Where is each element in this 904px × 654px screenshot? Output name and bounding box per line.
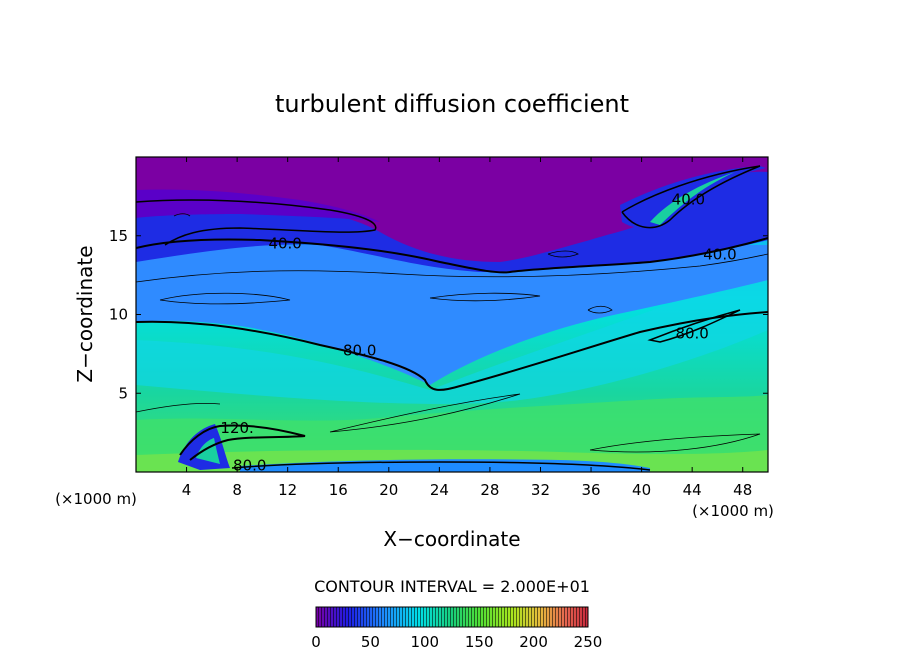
contour-labels: 40.0 40.0 40.0 80.0 80.0 120. 80.0 (220, 191, 736, 475)
contour-80-bottom (231, 461, 651, 471)
contour-80-main (136, 311, 768, 391)
contour-40-top-left (136, 199, 377, 246)
contour-label: 40.0 (672, 191, 705, 209)
colorbar-ticks: 0 50 100 150 200 250 (311, 633, 602, 651)
x-tick-label: 40 (632, 481, 651, 499)
x-axis-unit-right: (×1000 m) (692, 502, 774, 520)
x-axis-label: X−coordinate (383, 527, 520, 551)
y-tick-label: 15 (109, 227, 128, 245)
y-tick-label: 5 (118, 384, 128, 402)
contour-label: 80.0 (233, 457, 266, 475)
x-axis-unit-left: (×1000 m) (55, 490, 137, 508)
field-filament-upper-right-core (650, 172, 735, 225)
colorbar-tick-label: 250 (574, 633, 603, 651)
contour-thin-5 (589, 433, 761, 453)
x-tick-label: 8 (232, 481, 242, 499)
contour-40-upper-right (621, 165, 761, 229)
x-tick-label: 32 (531, 481, 550, 499)
colorbar-tick-label: 0 (311, 633, 321, 651)
colorbar-lines (316, 607, 588, 627)
x-tick-label: 44 (683, 481, 702, 499)
field-band-lightblue (136, 245, 768, 385)
contour-label: 80.0 (343, 342, 376, 360)
contour-label: 120. (220, 419, 253, 437)
colorbar-tick-label: 50 (361, 633, 380, 651)
contour-120-lower-left (179, 424, 306, 461)
contour-thin-3 (429, 292, 541, 302)
contour-label: 40.0 (703, 246, 736, 264)
contour-thin-4 (329, 393, 521, 433)
colorbar-tick-label: 150 (465, 633, 494, 651)
y-axis-label: Z−coordinate (73, 245, 97, 382)
field-band-purple-left (136, 189, 380, 222)
y-tick-label: 10 (109, 306, 128, 324)
contour-thin-8 (547, 250, 579, 258)
contour-label: 80.0 (675, 324, 708, 342)
colorbar-tick-label: 100 (410, 633, 439, 651)
contour-thin-6 (136, 402, 221, 413)
contour-80-right-loop (647, 309, 741, 343)
contour-thin-1 (136, 253, 768, 283)
field-filament-upper-right (620, 166, 766, 228)
x-tick-label: 48 (733, 481, 752, 499)
colorbar: 0 50 100 150 200 250 (311, 606, 602, 651)
contour-thin-7 (587, 305, 613, 314)
y-axis-ticks: 5 10 15 (109, 227, 768, 402)
x-tick-label: 36 (581, 481, 600, 499)
contour-40-main (136, 237, 768, 274)
contour-thin-2 (159, 292, 291, 305)
field-band-purple-top (136, 157, 768, 262)
x-tick-label: 12 (278, 481, 297, 499)
colorbar-tick-label: 200 (519, 633, 548, 651)
x-tick-label: 4 (182, 481, 192, 499)
x-tick-label: 24 (430, 481, 449, 499)
x-tick-label: 28 (480, 481, 499, 499)
colorbar-frame (315, 606, 589, 628)
contour-thin-9 (173, 213, 191, 217)
x-tick-label: 16 (329, 481, 348, 499)
contour-lines (136, 165, 768, 471)
contour-label: 40.0 (268, 235, 301, 253)
x-tick-label: 20 (379, 481, 398, 499)
field-band-cyan (136, 275, 768, 405)
x-axis-ticks: 4 8 12 16 20 24 28 32 36 40 44 48 (182, 157, 752, 499)
chart-title: turbulent diffusion coefficient (275, 90, 629, 118)
field-layers (136, 157, 768, 472)
contour-interval-text: CONTOUR INTERVAL = 2.000E+01 (314, 577, 590, 596)
